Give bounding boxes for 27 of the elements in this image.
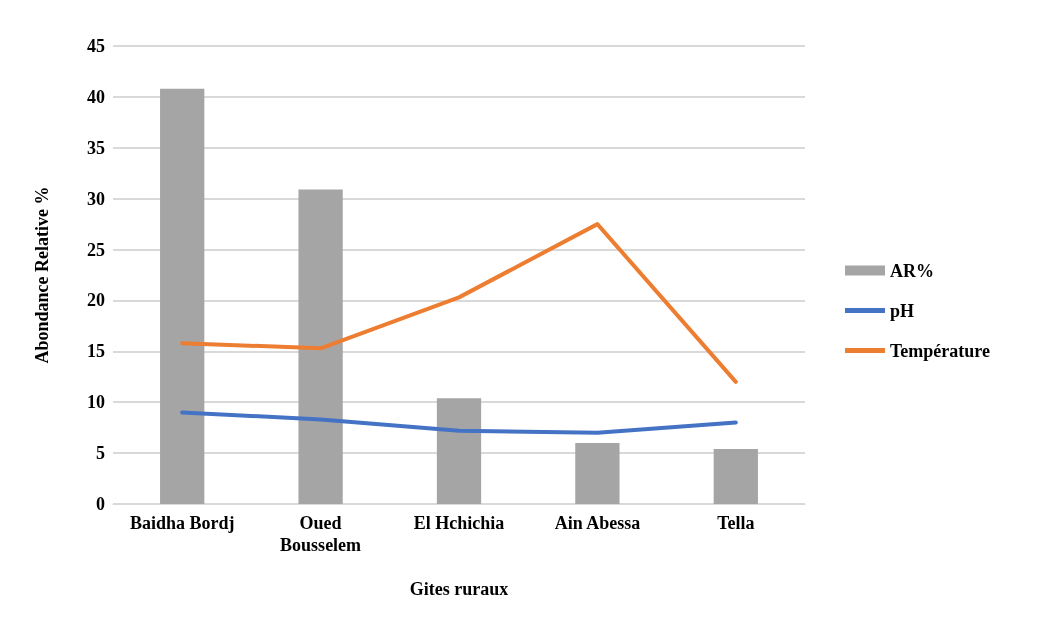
y-tick-label: 5 bbox=[96, 443, 105, 464]
x-tick-label: Oued Bousselem bbox=[280, 513, 362, 555]
y-tick-label: 0 bbox=[96, 494, 105, 514]
y-tick-label: 30 bbox=[87, 188, 105, 209]
x-tick-label: Baidha Bordj bbox=[129, 513, 235, 533]
x-tick-label: El Hchichia bbox=[413, 513, 505, 533]
legend-label: Température bbox=[890, 340, 990, 361]
line-series bbox=[180, 410, 738, 435]
y-tick-label: 10 bbox=[87, 392, 105, 413]
x-tick-label: Tella bbox=[717, 513, 755, 533]
x-axis-title: Gites ruraux bbox=[409, 579, 509, 599]
y-tick-label: 15 bbox=[87, 341, 105, 362]
y-tick-label: 20 bbox=[87, 290, 105, 311]
line-series bbox=[180, 222, 738, 384]
bar bbox=[160, 88, 205, 504]
legend-label: AR% bbox=[890, 260, 934, 281]
y-axis-title: Abondance Relative % bbox=[32, 186, 52, 364]
legend-label: pH bbox=[890, 300, 915, 321]
bar bbox=[298, 189, 343, 504]
y-tick-label: 35 bbox=[87, 137, 105, 158]
bar bbox=[575, 442, 620, 504]
y-tick-label: 40 bbox=[87, 86, 105, 107]
bar bbox=[436, 398, 482, 504]
y-tick-label: 45 bbox=[87, 36, 105, 56]
y-tick-label: 25 bbox=[87, 239, 105, 260]
x-tick-label: Ain Abessa bbox=[554, 513, 641, 533]
bar bbox=[713, 449, 758, 504]
